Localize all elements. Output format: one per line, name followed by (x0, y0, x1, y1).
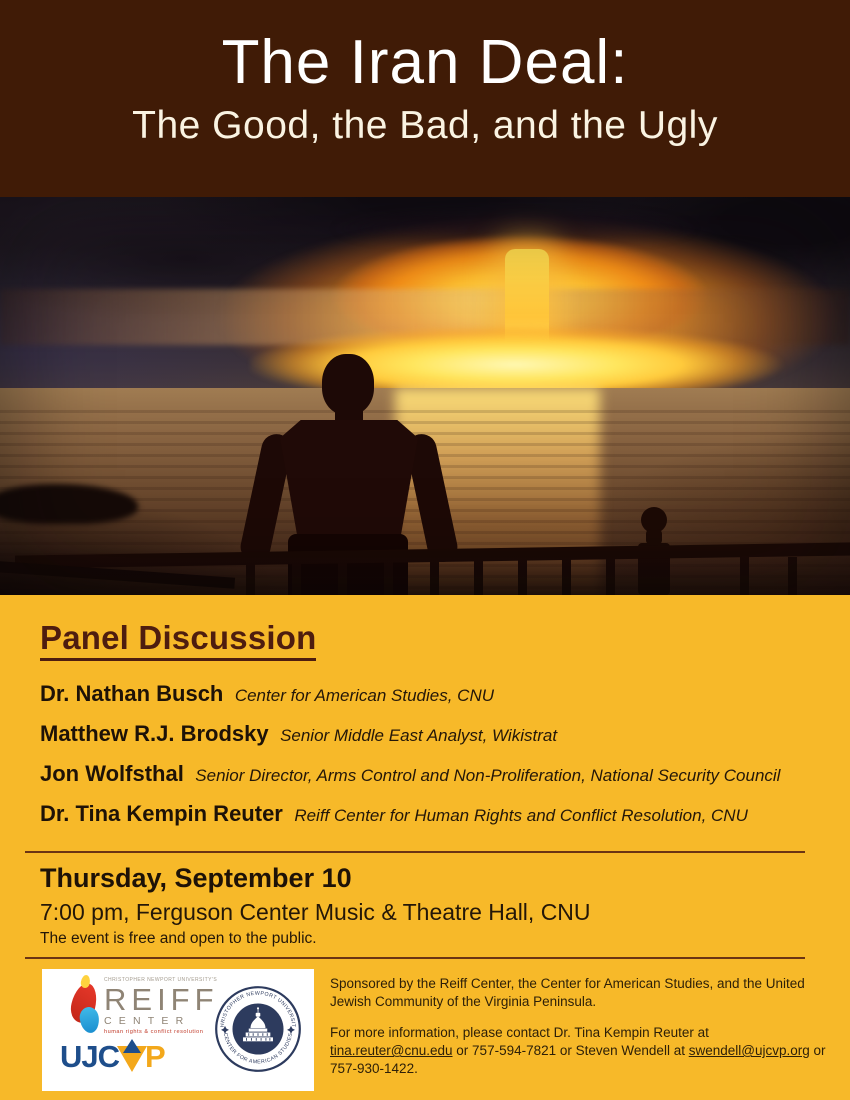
divider-bottom (25, 957, 805, 959)
man-torso (280, 420, 418, 540)
ujcvp-text-left: UJC (60, 1039, 120, 1074)
contact-suffix: or 757-930-1422. (330, 1043, 826, 1077)
panelist-role: Reiff Center for Human Rights and Confli… (294, 806, 748, 825)
panelist-name: Dr. Tina Kempin Reuter (40, 801, 283, 826)
railing-finial-neck (646, 529, 662, 545)
panelist-row: Jon Wolfsthal Senior Director, Arms Cont… (40, 761, 850, 787)
flame-drop-icon (67, 974, 102, 1035)
reiff-tagline: human rights & conflict resolution (104, 1029, 204, 1036)
poster-title: The Iran Deal: (221, 28, 629, 97)
panelist-name: Matthew R.J. Brodsky (40, 721, 269, 746)
ujcvp-logo: UJC P (60, 1039, 166, 1075)
explosion-photo (0, 197, 850, 595)
bottom-shade (0, 547, 850, 595)
contact-info: For more information, please contact Dr.… (330, 1024, 830, 1079)
reiff-logo: CHRISTOPHER NEWPORT UNIVERSITY'S REIFF C… (104, 977, 264, 1035)
panelist-name: Dr. Nathan Busch (40, 681, 224, 706)
reiff-eyebrow: CHRISTOPHER NEWPORT UNIVERSITY'S (104, 977, 218, 983)
panelist-name: Jon Wolfsthal (40, 761, 184, 786)
panelist-list: Dr. Nathan Busch Center for American Stu… (40, 681, 850, 827)
email-link-tina[interactable]: tina.reuter@cnu.edu (330, 1043, 453, 1059)
panel-section: Panel Discussion Dr. Nathan Busch Center… (0, 595, 850, 827)
reiff-center: CENTER (104, 1015, 191, 1028)
star-of-david-icon (116, 1039, 148, 1075)
vignette (0, 197, 850, 595)
event-date: Thursday, September 10 (40, 863, 352, 893)
panelist-role: Senior Middle East Analyst, Wikistrat (280, 726, 558, 745)
event-details: Thursday, September 10 7:00 pm, Ferguson… (0, 853, 850, 948)
railing-finial (641, 507, 667, 533)
panelist-role: Senior Director, Arms Control and Non-Pr… (195, 766, 781, 785)
email-link-steven[interactable]: swendell@ujcvp.org (688, 1043, 810, 1059)
poster-header: The Iran Deal: The Good, the Bad, and th… (0, 0, 850, 197)
poster-body: Panel Discussion Dr. Nathan Busch Center… (0, 595, 850, 1091)
panelist-role: Center for American Studies, CNU (234, 686, 495, 705)
contact-middle: or 757-594-7821 or Steven Wendell at (456, 1043, 685, 1059)
footer: CHRISTOPHER NEWPORT UNIVERSITY'S REIFF C… (42, 969, 850, 1091)
boat-silhouette (0, 484, 138, 524)
event-note: The event is free and open to the public… (40, 930, 317, 947)
poster-subtitle: The Good, the Bad, and the Ugly (132, 104, 718, 148)
contact-prefix: For more information, please contact Dr.… (330, 1024, 709, 1040)
sponsor-text: Sponsored by the Reiff Center, the Cente… (330, 969, 830, 1091)
capitol-dome-seal-icon: CHRISTOPHER NEWPORT UNIVERSITY CENTER FO… (214, 985, 301, 1072)
panelist-row: Matthew R.J. Brodsky Senior Middle East … (40, 721, 850, 747)
reiff-name: REIFF (104, 982, 219, 1017)
panelist-row: Dr. Tina Kempin Reuter Reiff Center for … (40, 801, 850, 827)
sponsored-by: Sponsored by the Reiff Center, the Cente… (330, 976, 805, 1010)
event-location: 7:00 pm, Ferguson Center Music & Theatre… (40, 899, 591, 925)
ujcvp-text-right: P (145, 1039, 166, 1074)
panelist-row: Dr. Nathan Busch Center for American Stu… (40, 681, 850, 707)
sponsor-logos: CHRISTOPHER NEWPORT UNIVERSITY'S REIFF C… (42, 969, 314, 1091)
panel-heading: Panel Discussion (40, 619, 317, 661)
divider-top (25, 851, 805, 853)
man-head (322, 354, 374, 415)
